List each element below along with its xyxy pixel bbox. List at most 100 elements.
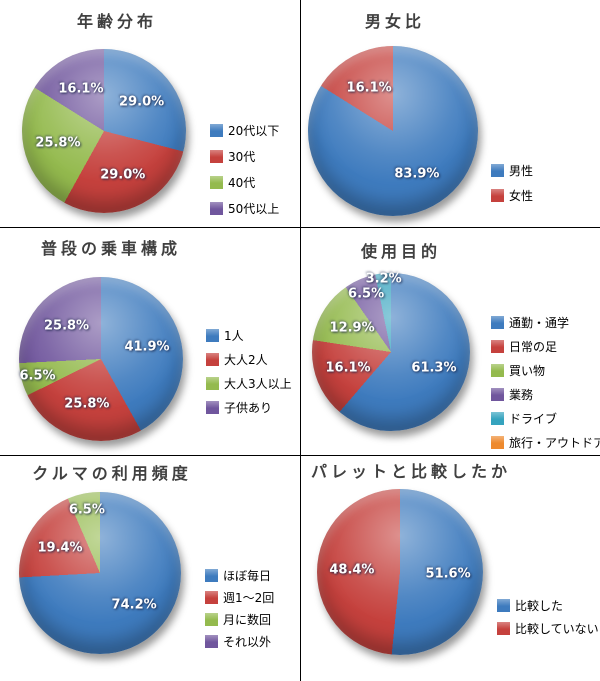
slice-percentage-label: 19.4% — [37, 540, 83, 556]
legend-item: 50代以上 — [210, 195, 279, 221]
slice-percentage-label: 29.0% — [119, 94, 165, 110]
chart-cell-gender-ratio: 男女比 83.9% 16.1% 男性 女性 — [301, 0, 600, 227]
legend-color-swatch-icon — [206, 328, 219, 342]
legend-label: 大人2人 — [224, 352, 268, 367]
divider-horizontal-2 — [0, 455, 600, 456]
legend-label: 通勤・通学 — [509, 315, 570, 330]
legend-item: 週1〜2回 — [205, 586, 274, 608]
slice-percentage-label: 61.3% — [411, 360, 457, 376]
legend-label: 子供あり — [224, 400, 273, 415]
slice-percentage-label: 16.1% — [346, 80, 392, 96]
slice-percentage-label: 16.1% — [58, 81, 104, 97]
legend-color-swatch-icon — [491, 164, 504, 177]
slice-percentage-label: 6.5% — [19, 368, 56, 383]
legend-label: 大人3人以上 — [224, 376, 292, 391]
legend-label: 業務 — [509, 387, 534, 402]
slice-percentage-label: 29.0% — [100, 167, 146, 183]
chart-cell-passenger-composition: 普段の乗車構成 41.9% 25.8% 6.5% 25.8% 1人 大人2人 大人3人以上子… — [0, 228, 300, 455]
slice-percentage-label: 6.5% — [348, 286, 385, 302]
chart-cell-palette-comparison: パレットと比較したか 51.6% 48.4% 比較した 比較していない — [301, 456, 600, 681]
legend-color-swatch-icon — [491, 189, 504, 202]
legend-color-swatch-icon — [491, 435, 504, 449]
pie-disc — [19, 277, 183, 441]
chart-title: 男女比 — [364, 12, 426, 31]
legend-label: 40代 — [228, 175, 256, 190]
legend-color-swatch-icon — [497, 622, 510, 635]
legend-label: それ以外 — [223, 634, 272, 649]
legend-label: 比較していない — [515, 622, 599, 636]
chart-title: 使用目的 — [360, 242, 442, 261]
legend-item: 通勤・通学 — [491, 310, 600, 334]
legend-color-swatch-icon — [491, 387, 504, 401]
slice-percentage-label: 6.5% — [68, 502, 105, 518]
legend-item: 月に数回 — [205, 608, 274, 630]
pie-disc — [317, 489, 483, 655]
slice-percentage-label: 74.2% — [111, 597, 157, 613]
legend-label: 週1〜2回 — [223, 590, 275, 605]
slice-percentage-label: 16.1% — [325, 360, 371, 376]
legend-item: 大人2人 — [206, 347, 292, 371]
divider-horizontal-1 — [0, 227, 600, 228]
legend-item: 20代以下 — [210, 117, 279, 143]
legend-label: 女性 — [509, 189, 534, 203]
pie-gloss — [308, 46, 478, 216]
legend-item: 1人 — [206, 323, 292, 347]
legend-label: 日常の足 — [509, 339, 558, 354]
chart-legend: 男性 女性 — [491, 158, 533, 208]
pie-disc — [308, 46, 478, 216]
legend-label: 男性 — [509, 164, 534, 178]
legend-color-swatch-icon — [205, 634, 218, 648]
legend-color-swatch-icon — [206, 376, 219, 390]
slice-percentage-label: 51.6% — [425, 566, 471, 582]
legend-item: 大人3人以上 — [206, 371, 292, 395]
legend-label: 旅行・アウトドア — [509, 435, 600, 450]
legend-color-swatch-icon — [491, 363, 504, 377]
legend-item: 旅行・アウトドア — [491, 430, 600, 454]
legend-color-swatch-icon — [491, 315, 504, 329]
legend-color-swatch-icon — [205, 568, 218, 582]
legend-item: 日常の足 — [491, 334, 600, 358]
legend-label: ほぼ毎日 — [223, 568, 272, 583]
chart-title: 年齢分布 — [76, 12, 158, 31]
chart-legend: 1人大人2人大人3人以上 子供あり — [206, 323, 292, 419]
chart-title: クルマの利用頻度 — [32, 464, 192, 483]
legend-color-swatch-icon — [210, 201, 223, 215]
legend-item: 男性 — [491, 158, 533, 183]
pie-disc — [312, 273, 470, 431]
pie-disc — [22, 49, 186, 213]
legend-item: それ以外 — [205, 630, 274, 652]
slice-percentage-label: 25.8% — [43, 318, 90, 334]
chart-title: 普段の乗車構成 — [40, 239, 182, 258]
pie-gloss — [317, 489, 483, 655]
legend-color-swatch-icon — [497, 599, 510, 612]
slice-percentage-label: 3.2% — [365, 271, 402, 287]
slice-percentage-label: 41.9% — [124, 339, 170, 355]
legend-item: 業務 — [491, 382, 600, 406]
pie-gloss — [19, 277, 183, 441]
chart-cell-usage-frequency: クルマの利用頻度 74.2% 19.4% 6.5% ほぼ毎日週1〜2回月に数回それ以外 — [0, 456, 300, 681]
legend-item: ほぼ毎日 — [205, 564, 274, 586]
legend-color-swatch-icon — [206, 400, 219, 414]
legend-color-swatch-icon — [205, 590, 218, 604]
legend-label: 1人 — [224, 328, 244, 343]
pie-disc — [19, 492, 181, 654]
legend-color-swatch-icon — [210, 175, 223, 189]
legend-label: 買い物 — [509, 363, 546, 378]
legend-item: 40代 — [210, 169, 279, 195]
legend-color-swatch-icon — [206, 352, 219, 366]
chart-title: パレットと比較したか — [310, 462, 512, 481]
chart-cell-age-distribution: 年齢分布 29.0% 29.0% 25.8% 16.1% 20代以下 30代 40代 50代以… — [0, 0, 300, 227]
legend-label: 比較した — [515, 599, 564, 613]
legend-color-swatch-icon — [491, 411, 504, 425]
legend-item: 買い物 — [491, 358, 600, 382]
pie-gloss — [312, 273, 470, 431]
chart-legend: 20代以下 30代 40代 50代以上 — [210, 117, 279, 221]
legend-item: ドライブ — [491, 406, 600, 430]
legend-item: 比較していない — [497, 617, 599, 640]
legend-item: 女性 — [491, 183, 533, 208]
legend-color-swatch-icon — [210, 123, 223, 137]
legend-color-swatch-icon — [210, 149, 223, 163]
chart-legend: ほぼ毎日週1〜2回月に数回それ以外 — [205, 564, 274, 652]
divider-vertical — [300, 0, 301, 681]
